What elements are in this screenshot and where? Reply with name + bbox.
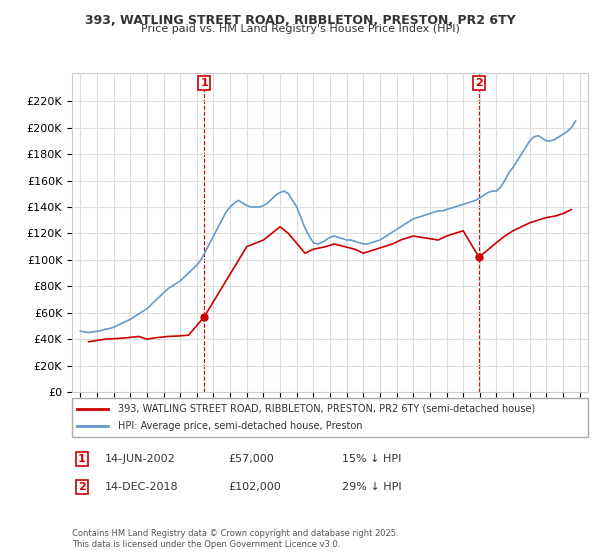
Text: 14-DEC-2018: 14-DEC-2018 — [105, 482, 179, 492]
Text: £102,000: £102,000 — [228, 482, 281, 492]
Text: 14-JUN-2002: 14-JUN-2002 — [105, 454, 176, 464]
Text: 29% ↓ HPI: 29% ↓ HPI — [342, 482, 401, 492]
Text: 2: 2 — [475, 78, 483, 88]
Text: 393, WATLING STREET ROAD, RIBBLETON, PRESTON, PR2 6TY: 393, WATLING STREET ROAD, RIBBLETON, PRE… — [85, 14, 515, 27]
FancyBboxPatch shape — [72, 398, 588, 437]
Text: HPI: Average price, semi-detached house, Preston: HPI: Average price, semi-detached house,… — [118, 421, 363, 431]
Text: 15% ↓ HPI: 15% ↓ HPI — [342, 454, 401, 464]
Text: 2: 2 — [78, 482, 86, 492]
Text: Price paid vs. HM Land Registry's House Price Index (HPI): Price paid vs. HM Land Registry's House … — [140, 24, 460, 34]
Text: 393, WATLING STREET ROAD, RIBBLETON, PRESTON, PR2 6TY (semi-detached house): 393, WATLING STREET ROAD, RIBBLETON, PRE… — [118, 404, 536, 414]
Text: 1: 1 — [78, 454, 86, 464]
Text: Contains HM Land Registry data © Crown copyright and database right 2025.
This d: Contains HM Land Registry data © Crown c… — [72, 529, 398, 549]
Text: 1: 1 — [200, 78, 208, 88]
Text: £57,000: £57,000 — [228, 454, 274, 464]
